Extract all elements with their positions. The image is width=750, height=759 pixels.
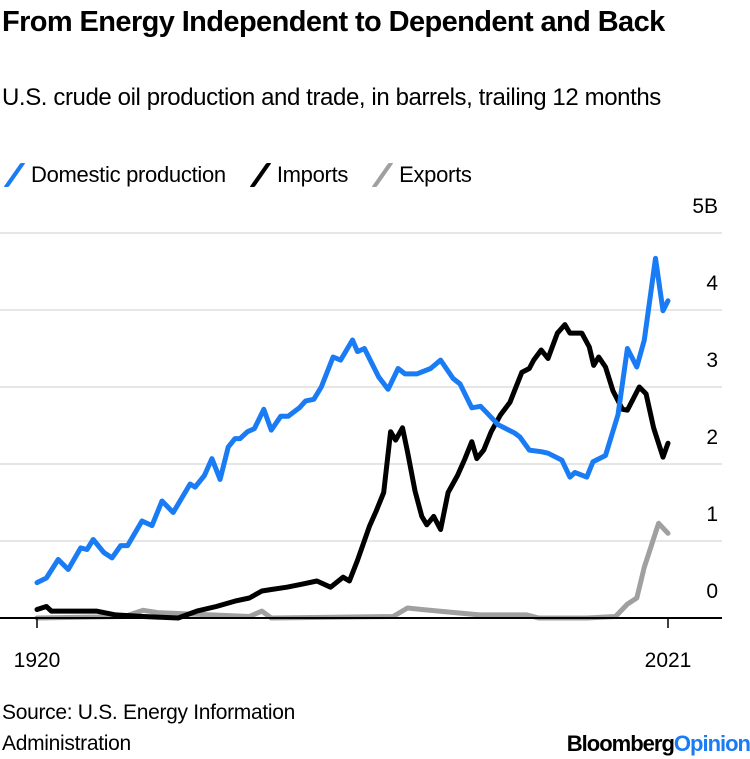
series-line-domestic-production — [34, 255, 671, 586]
chart-title: From Energy Independent to Dependent and… — [2, 6, 665, 38]
legend-label: Domestic production — [31, 162, 226, 187]
series-lines — [34, 255, 671, 621]
y-tick-label: 4 — [706, 272, 718, 295]
legend-swatch-icon — [3, 163, 26, 187]
legend-item-domestic-production: Domestic production — [2, 162, 226, 188]
x-tick-label: 2021 — [645, 649, 692, 672]
legend: Domestic production Imports Exports — [2, 162, 494, 188]
legend-swatch-icon — [371, 163, 394, 187]
gridlines — [0, 232, 722, 542]
legend-swatch-icon — [249, 163, 272, 187]
legend-item-imports: Imports — [248, 162, 348, 188]
legend-label: Exports — [399, 162, 472, 187]
y-tick-label: 2 — [706, 426, 718, 449]
x-tick-label: 1920 — [14, 649, 61, 672]
y-tick-label: 5B — [692, 195, 718, 218]
bloomberg-opinion-logo: BloombergOpinion — [566, 731, 750, 756]
y-tick-label: 1 — [706, 503, 718, 526]
source-note: Source: U.S. Energy Information Administ… — [2, 701, 296, 755]
series-line-imports — [34, 322, 671, 621]
y-axis-labels: 0 1 2 3 4 5B — [692, 195, 718, 603]
chart-subtitle: U.S. crude oil production and trade, in … — [2, 84, 661, 111]
legend-item-exports: Exports — [370, 162, 472, 188]
y-tick-label: 3 — [706, 349, 718, 372]
y-tick-label: 0 — [706, 580, 718, 603]
legend-label: Imports — [276, 162, 349, 187]
